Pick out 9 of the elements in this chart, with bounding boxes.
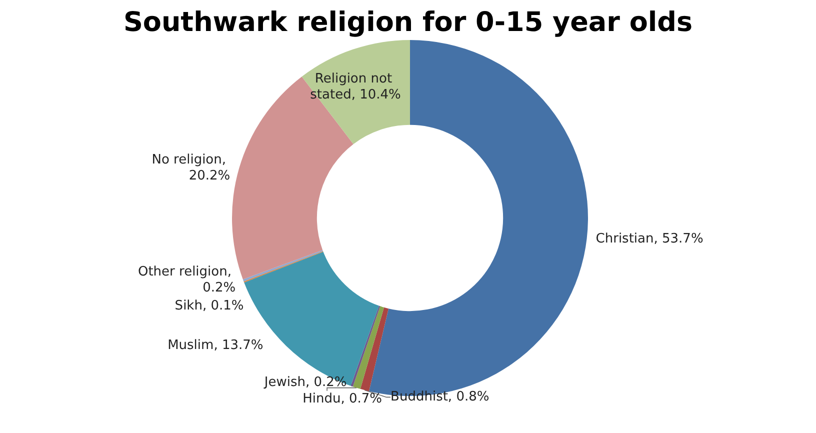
slice-label: Muslim, 13.7% (168, 338, 264, 354)
slice-label: Religion not stated, 10.4% (310, 71, 401, 102)
slice-label: Hindu, 0.7% (302, 391, 382, 406)
slice-label: Christian, 53.7% (596, 231, 704, 246)
slice-label: No religion, 20.2% (152, 152, 230, 184)
slice-label: Jewish, 0.2% (263, 375, 347, 390)
slice-label: Other religion, 0.2% (138, 264, 236, 296)
chart-title: Southwark religion for 0-15 year olds (123, 7, 693, 38)
slice-label: Sikh, 0.1% (174, 298, 244, 314)
